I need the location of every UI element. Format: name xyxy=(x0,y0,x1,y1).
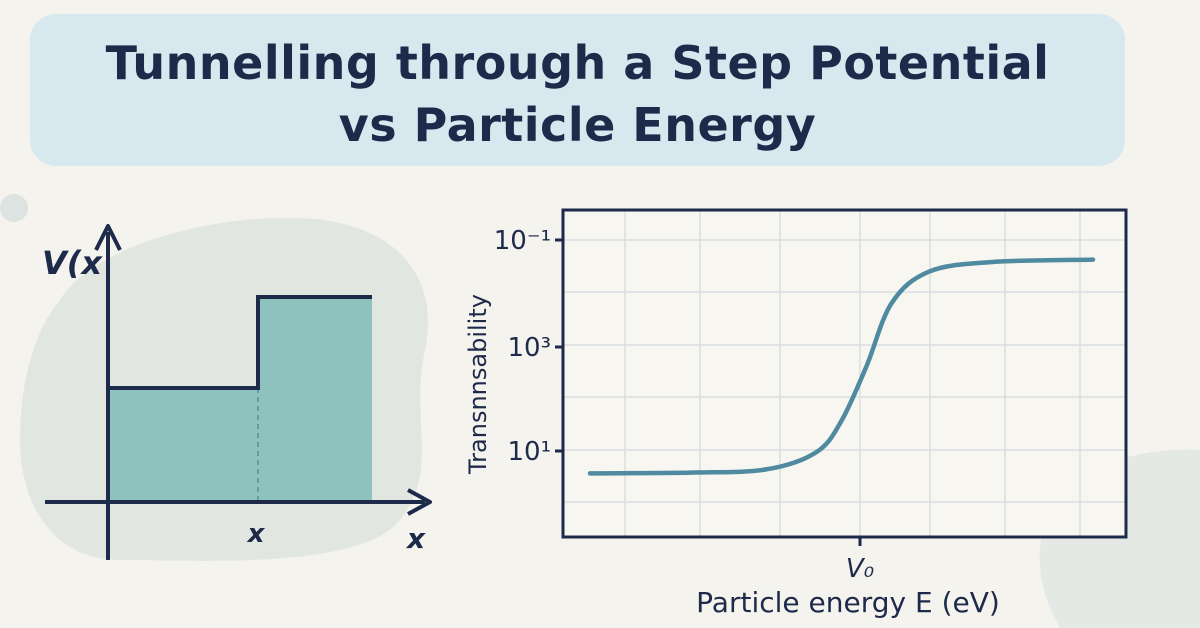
grid-lines xyxy=(563,210,1126,537)
title-line-2: vs Particle Energy xyxy=(338,98,817,152)
plot-frame xyxy=(561,208,1128,539)
y-tick-label-0: 10⁻¹ xyxy=(494,226,551,256)
series-line-0 xyxy=(587,257,1096,476)
plot-area xyxy=(563,210,1126,537)
step-position-label: x xyxy=(246,519,266,549)
transmission-chart: 10⁻¹ 10³ 10¹ V₀ Transnnsability Particle en… xyxy=(464,208,1128,619)
y-tick-label-1: 10³ xyxy=(507,333,551,363)
y-axis-title: Transnnsability xyxy=(464,294,492,475)
x-axis-arrowhead xyxy=(407,488,432,516)
background-dot xyxy=(0,194,28,222)
y-axis-label: V(x xyxy=(42,244,103,282)
step-region-left xyxy=(108,388,258,502)
title-line-1: Tunnelling through a Step Potential xyxy=(105,36,1050,90)
y-axis-arrowhead xyxy=(94,224,122,251)
title-banner xyxy=(30,14,1125,166)
y-tick-label-2: 10¹ xyxy=(507,437,551,467)
series-layer xyxy=(587,257,1096,476)
x-tick-label-0: V₀ xyxy=(846,554,875,584)
x-axis-label: x xyxy=(405,522,426,555)
tick-labels: 10⁻¹ 10³ 10¹ V₀ xyxy=(494,226,875,584)
x-axis-title: Particle energy E (eV) xyxy=(696,586,1000,619)
step-region-right xyxy=(258,297,372,502)
step-potential-outline xyxy=(108,295,372,390)
step-potential-diagram: V(x x x xyxy=(42,224,432,560)
